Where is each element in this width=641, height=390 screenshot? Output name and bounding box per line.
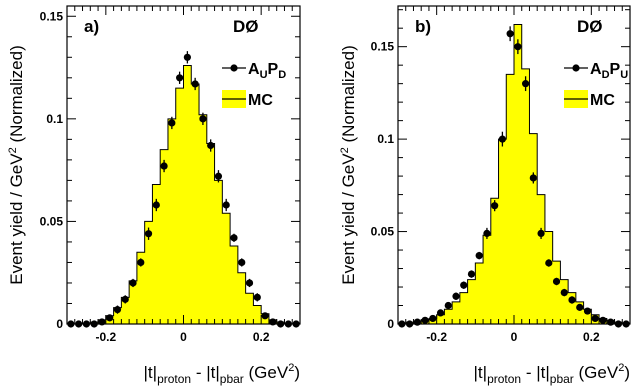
panel-a: -0.2 0 0.2 0 0.05 0.1 0.15 a) DØ AUPD MC Event yiel…: [7, 5, 301, 386]
data-point: [514, 43, 522, 51]
data-point: [522, 80, 530, 88]
data-point: [421, 316, 429, 324]
data-point: [560, 288, 568, 297]
data-point: [475, 251, 483, 260]
data-point: [121, 295, 129, 303]
data-point: [607, 318, 615, 326]
legend-data-text: AUPD: [248, 61, 286, 81]
mc-histogram: [67, 64, 300, 325]
data-point: [599, 316, 607, 324]
data-point: [199, 115, 207, 123]
y-tick-label: 0.1: [377, 132, 394, 146]
x-tick-label: -0.2: [426, 330, 447, 344]
data-point: [191, 80, 199, 88]
data-point: [460, 281, 468, 289]
data-point: [183, 53, 191, 61]
data-point: [230, 234, 238, 242]
panel-label: b): [415, 17, 431, 36]
data-point: [467, 270, 476, 278]
data-point: [552, 277, 561, 286]
data-point: [444, 301, 452, 310]
data-point: [537, 229, 545, 238]
data-point: [207, 141, 215, 150]
data-point: [106, 314, 114, 322]
data-point: [144, 230, 153, 238]
experiment-label: DØ: [233, 17, 259, 36]
legend: ADPU MC: [564, 61, 628, 109]
data-point: [137, 258, 145, 267]
legend-data-marker: [572, 64, 580, 72]
data-point: [152, 201, 160, 209]
data-point: [545, 259, 553, 267]
data-point: [238, 258, 246, 267]
data-point: [176, 74, 184, 82]
data-point: [483, 229, 491, 238]
y-tick-label: 0: [56, 317, 63, 331]
legend-data-text: ADPU: [590, 61, 628, 81]
data-point: [576, 303, 584, 311]
data-point: [591, 314, 599, 323]
data-point: [129, 279, 137, 287]
data-point: [452, 292, 460, 300]
legend-data-marker: [230, 64, 238, 72]
experiment-label: DØ: [577, 17, 603, 36]
y-tick-label: 0: [387, 317, 394, 331]
x-tick-label: 0.2: [253, 330, 270, 344]
data-point: [168, 119, 176, 127]
x-tick-label: -0.2: [95, 330, 116, 344]
data-point: [261, 312, 269, 320]
legend-mc-text: MC: [590, 92, 615, 109]
legend-mc-text: MC: [248, 92, 273, 109]
data-point: [214, 172, 223, 180]
data-point: [245, 279, 254, 287]
data-point: [436, 309, 445, 317]
panel-label: a): [84, 17, 99, 36]
data-point: [413, 318, 421, 326]
data-point: [429, 314, 437, 323]
legend: AUPD MC: [222, 61, 286, 109]
data-point: [222, 201, 230, 209]
data-point: [253, 293, 261, 301]
data-point: [498, 135, 506, 143]
data-point: [491, 202, 499, 210]
data-point: [583, 307, 592, 315]
y-tick-label: 0.05: [40, 214, 64, 228]
y-tick-label: 0.15: [40, 9, 64, 23]
y-tick-label: 0.1: [46, 112, 63, 126]
y-axis-title: Event yield / GeV2 (Normalized): [7, 45, 26, 285]
data-point: [113, 306, 122, 314]
x-tick-label: 0: [180, 330, 187, 344]
data-point: [160, 162, 168, 170]
panel-b: -0.2 0 0.2 0 0.05 0.1 0.15 b) DØ ADPU MC Event yiel…: [339, 5, 631, 386]
y-tick-label: 0.15: [371, 40, 395, 54]
x-tick-label: 0: [511, 330, 518, 344]
x-axis-title: |t|proton - |t|pbar (GeV2): [144, 362, 301, 386]
x-tick-label: 0.2: [583, 330, 600, 344]
data-point: [529, 174, 537, 182]
data-point: [568, 296, 576, 304]
y-axis-title: Event yield / GeV2 (Normalized): [339, 45, 358, 285]
x-axis-title: |t|proton - |t|pbar (GeV2): [474, 362, 631, 386]
y-tick-label: 0.05: [371, 225, 395, 239]
data-point: [506, 30, 514, 38]
